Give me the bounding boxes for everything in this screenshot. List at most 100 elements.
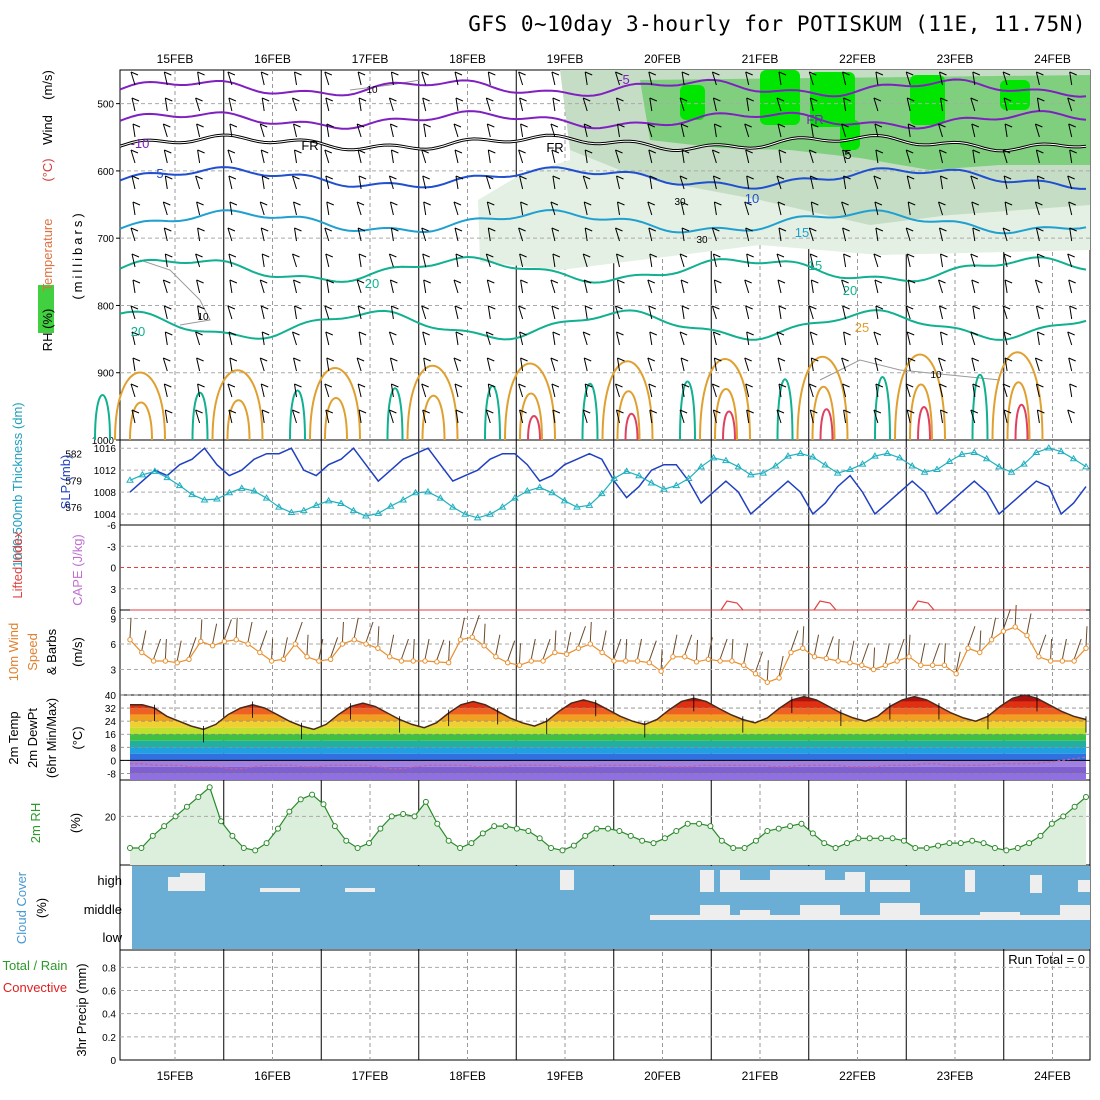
wind-barb-flag [649, 409, 657, 414]
rh-2m-point [263, 840, 270, 847]
wind-barb-shaft [421, 383, 427, 398]
wind-barb [324, 305, 332, 320]
wind-barb [421, 227, 429, 242]
rh-2m-point [639, 837, 646, 844]
wind-barb-flag [679, 175, 688, 180]
wind-barb [843, 175, 851, 190]
temperature-contour-line [386, 387, 404, 441]
wind-barb-shaft [1069, 149, 1073, 164]
wind-barb-shaft [971, 201, 976, 216]
thickness-point [1007, 468, 1016, 475]
wind-barb [875, 227, 884, 242]
wind-barb-flag [647, 201, 655, 206]
wind-barb [487, 71, 496, 86]
wind-barb-flag [260, 201, 268, 206]
rh-2m-point [1014, 845, 1021, 851]
rh-2m-point [946, 840, 953, 847]
wind-barb-flag [778, 71, 787, 76]
wind-barb-shaft [905, 305, 911, 320]
wind-barb-flag [1036, 71, 1044, 76]
thickness-point [213, 495, 221, 502]
wind-barb-flag [356, 357, 365, 362]
surface-wind-barb [637, 638, 642, 660]
surface-wind-barb [495, 634, 501, 655]
wind-barb-flag [744, 357, 752, 362]
wind-barb-shaft [971, 357, 976, 372]
wind-barb-shaft [1036, 175, 1040, 190]
date-label-top: 21FEB [742, 52, 779, 66]
wind-speed-point [882, 662, 889, 668]
rh-contour-line [819, 359, 1001, 381]
wind-barb [552, 175, 561, 190]
rh-contour-line [349, 79, 421, 91]
wind-barb-shaft [809, 97, 814, 112]
wind-barb [292, 253, 300, 268]
wind-barb [745, 305, 753, 320]
wind-barb-flag [583, 331, 591, 336]
wind-speed-point [988, 637, 995, 643]
wind-barb-flag [681, 227, 690, 232]
wind-barb-shaft [455, 331, 459, 346]
wind-barb [809, 175, 818, 190]
wind-barb-flag [873, 331, 882, 336]
thickness-point [374, 509, 383, 516]
thickness-point [647, 478, 656, 486]
wind-barb-flag [228, 253, 237, 258]
wind-barb [582, 175, 591, 190]
wind-speed-point [1036, 654, 1042, 660]
wind-barb [971, 201, 979, 216]
wind-barb-shaft [550, 279, 556, 294]
wind-barb-shaft [745, 149, 750, 164]
wind-barb-shaft [711, 227, 717, 242]
surface-wind-barb [672, 634, 678, 655]
date-label-bottom: 17FEB [352, 1069, 389, 1083]
wind-barb-flag [130, 149, 139, 154]
wind-barb-flag [744, 201, 752, 206]
wind-barb [809, 331, 818, 346]
wind-barb-shaft [259, 279, 265, 294]
wind-barb-shaft [324, 71, 330, 86]
rh-fill-bright [910, 75, 945, 125]
surface-wind-barb [660, 649, 663, 670]
wind-barb [131, 331, 140, 346]
temperature-contour-line [406, 364, 459, 441]
temperature-contour-label: 5 [844, 147, 851, 162]
wind-barb [874, 279, 883, 294]
wind-barb-shaft [906, 409, 911, 424]
cloud-level-label: middle [84, 902, 122, 917]
wind-barb-flag [746, 331, 754, 336]
wind-barb [778, 149, 787, 164]
wind-barb [648, 71, 656, 86]
wind-barb-flag [357, 227, 366, 232]
wind-barb [130, 383, 139, 398]
rh-2m-point [411, 813, 418, 820]
wind-speed-point [835, 658, 841, 664]
wind-barb [711, 71, 720, 86]
wind-barb-flag [357, 383, 366, 388]
temperature-contour-line [114, 371, 166, 441]
date-label-bottom: 24FEB [1034, 1069, 1071, 1083]
wind-barb-shaft [810, 123, 814, 138]
wind-barb-shaft [1068, 201, 1073, 216]
wind-barb-shaft [777, 357, 782, 372]
wind-barb-flag [1037, 409, 1045, 414]
wind-barb-flag [972, 305, 980, 310]
wind-barb-flag [681, 383, 690, 388]
wind-barb-flag [841, 201, 849, 206]
wind-barb-flag [615, 71, 623, 76]
wind-barb-flag [906, 149, 914, 154]
wind-barb-flag [873, 97, 882, 102]
wind-barb-shaft [808, 383, 814, 398]
wind-barb-flag [940, 253, 948, 258]
lifted-index-bump [720, 600, 744, 611]
wind-barb-shaft [1003, 331, 1008, 346]
wind-barb-flag [809, 305, 817, 310]
wind-barb-flag [519, 97, 527, 102]
wind-barb [617, 123, 625, 138]
wind-ylabel: (m/s) [70, 637, 85, 667]
wind-barb-shaft [324, 227, 330, 242]
wind-barb [552, 409, 561, 424]
wind-barb [617, 201, 625, 216]
wind-barb-shaft [679, 253, 685, 268]
rh-2m-point [1071, 803, 1078, 810]
